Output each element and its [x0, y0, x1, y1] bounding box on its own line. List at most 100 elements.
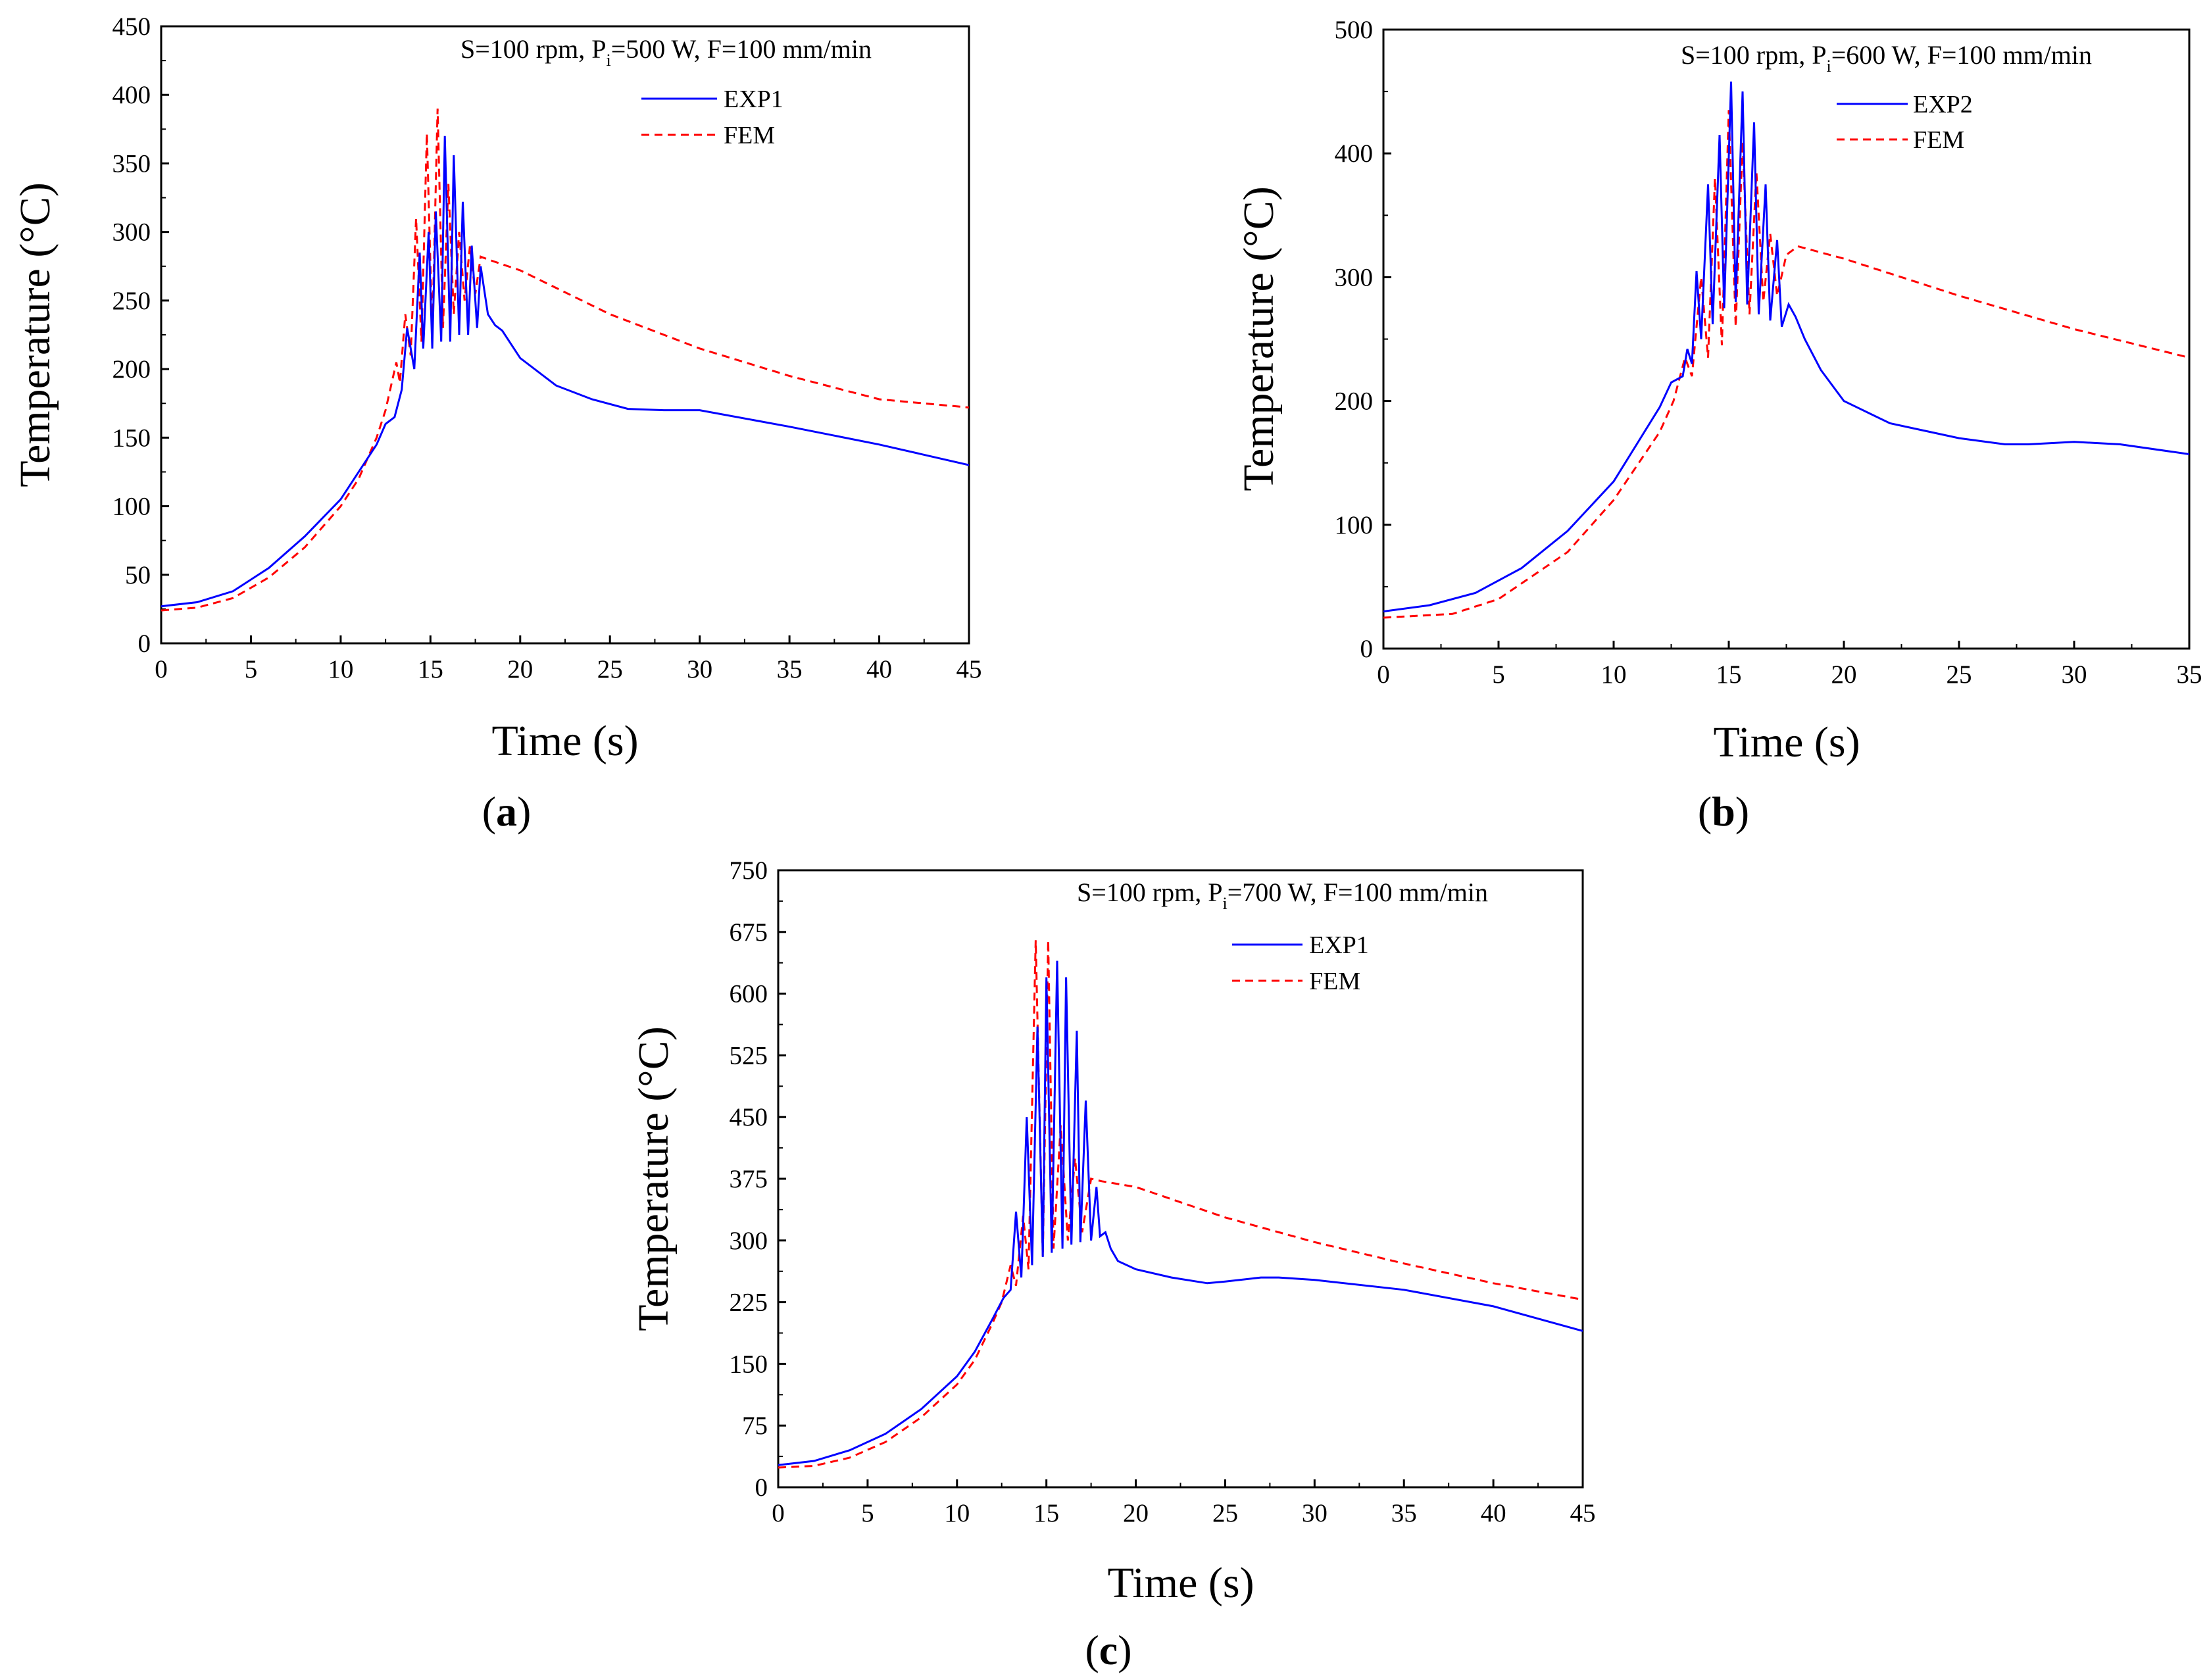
- x-axis-label: Time (s): [491, 717, 638, 765]
- x-axis-label: Time (s): [1713, 718, 1860, 766]
- series-line-fem: [161, 109, 969, 612]
- x-tick-labels: 0 5 10 15 20 25 30 35 40 45: [155, 655, 981, 683]
- condition-text: S=100 rpm, Pi=500 W, F=100 mm/min: [460, 34, 872, 70]
- series-line-exp1: [778, 960, 1583, 1466]
- y-tick-label: 375: [730, 1165, 768, 1193]
- x-tick-label: 5: [861, 1499, 874, 1527]
- x-tick-label: 0: [155, 655, 168, 683]
- legend-label-fem: FEM: [724, 122, 775, 149]
- x-tick-label: 10: [328, 655, 353, 683]
- x-tick-label: 10: [944, 1499, 970, 1527]
- x-tick-label: 20: [1831, 660, 1857, 689]
- plot-frame: [160, 25, 970, 645]
- tick-marks: [1382, 28, 2191, 650]
- y-tick-labels: 0 75 150 225 300 375 450 525 600 675 750: [730, 856, 768, 1502]
- y-tick-label: 450: [730, 1103, 768, 1131]
- x-tick-label: 35: [1391, 1499, 1417, 1527]
- x-tick-label: 5: [245, 655, 258, 683]
- x-tick-label: 10: [1601, 660, 1627, 689]
- y-tick-label: 0: [138, 630, 151, 658]
- legend: EXP1 FEM: [1232, 931, 1369, 995]
- x-tick-label: 0: [1377, 660, 1390, 689]
- x-tick-label: 30: [2062, 660, 2087, 689]
- legend: EXP2 FEM: [1837, 91, 1973, 154]
- panel-label-a: (a): [482, 788, 532, 835]
- x-tick-label: 35: [2177, 660, 2202, 689]
- x-tick-label: 35: [777, 655, 803, 683]
- panel-b: 0 100 200 300 400 500 0 5 10 15 20 25 30 35 S=100 rp…: [1235, 16, 2202, 835]
- y-tick-label: 100: [1335, 511, 1374, 539]
- y-axis-label: Temperature (°C): [630, 1026, 678, 1331]
- condition-text: S=100 rpm, Pi=700 W, F=100 mm/min: [1077, 877, 1488, 913]
- series-line-exp2: [1383, 81, 2189, 612]
- y-tick-label: 150: [730, 1350, 768, 1378]
- tick-marks: [160, 25, 970, 645]
- legend-label-fem: FEM: [1309, 968, 1360, 995]
- y-tick-label: 600: [730, 980, 768, 1008]
- y-axis-label: Temperature (°C): [11, 182, 59, 487]
- y-tick-label: 200: [1335, 387, 1374, 416]
- legend-label-fem: FEM: [1913, 126, 1964, 154]
- x-tick-label: 15: [418, 655, 443, 683]
- x-tick-label: 5: [1492, 660, 1505, 689]
- y-tick-label: 525: [730, 1041, 768, 1070]
- y-tick-label: 500: [1335, 16, 1374, 44]
- y-tick-label: 75: [742, 1412, 768, 1440]
- y-tick-label: 450: [112, 12, 151, 41]
- y-tick-label: 0: [755, 1473, 768, 1502]
- y-tick-labels: 0 100 200 300 400 500: [1335, 16, 1374, 663]
- y-tick-label: 400: [112, 81, 151, 109]
- series-lines: [161, 109, 969, 612]
- x-tick-label: 45: [956, 655, 982, 683]
- x-tick-label: 25: [1212, 1499, 1238, 1527]
- x-tick-label: 30: [687, 655, 712, 683]
- x-tick-labels: 0 5 10 15 20 25 30 35: [1377, 660, 2202, 689]
- series-lines: [1383, 81, 2189, 619]
- x-tick-label: 40: [866, 655, 892, 683]
- tick-marks: [777, 869, 1584, 1489]
- x-axis-label: Time (s): [1107, 1559, 1254, 1607]
- y-tick-label: 250: [112, 287, 151, 315]
- y-tick-label: 300: [730, 1227, 768, 1255]
- y-tick-label: 350: [112, 149, 151, 178]
- y-tick-label: 100: [112, 493, 151, 521]
- series-line-exp1: [161, 136, 969, 608]
- series-line-fem: [1383, 110, 2189, 619]
- y-tick-label: 50: [125, 561, 151, 589]
- plot-frame: [1382, 28, 2191, 650]
- x-tick-label: 0: [772, 1499, 785, 1527]
- y-tick-labels: 0 50 100 150 200 250 300 350 400 450: [112, 12, 151, 658]
- condition-text: S=100 rpm, Pi=600 W, F=100 mm/min: [1681, 40, 2092, 76]
- x-tick-label: 15: [1716, 660, 1742, 689]
- x-tick-label: 30: [1302, 1499, 1328, 1527]
- x-tick-label: 20: [507, 655, 533, 683]
- y-tick-label: 675: [730, 918, 768, 947]
- series-lines: [778, 940, 1583, 1469]
- y-axis-label: Temperature (°C): [1235, 186, 1283, 491]
- y-tick-label: 400: [1335, 139, 1374, 168]
- x-tick-label: 25: [1947, 660, 1972, 689]
- panel-label-c: (c): [1085, 1627, 1131, 1673]
- panel-label-b: (b): [1698, 788, 1749, 835]
- panel-a: 0 50 100 150 200 250 300 350 400 450 0 5 10 15 20 25 30…: [11, 12, 982, 835]
- y-tick-label: 750: [730, 856, 768, 885]
- x-tick-label: 45: [1570, 1499, 1596, 1527]
- legend: EXP1 FEM: [641, 86, 783, 149]
- x-tick-label: 15: [1033, 1499, 1059, 1527]
- plot-frame: [777, 869, 1584, 1489]
- series-line-fem: [778, 940, 1583, 1469]
- x-tick-label: 25: [597, 655, 623, 683]
- x-tick-label: 20: [1123, 1499, 1149, 1527]
- legend-label-exp1: EXP1: [1309, 931, 1369, 959]
- y-tick-label: 225: [730, 1289, 768, 1317]
- y-tick-label: 200: [112, 355, 151, 383]
- y-tick-label: 150: [112, 424, 151, 452]
- panel-c: 0 75 150 225 300 375 450 525 600 675 750 0 5 10 15 20 2…: [630, 856, 1596, 1673]
- x-tick-label: 40: [1481, 1499, 1506, 1527]
- y-tick-label: 300: [1335, 263, 1374, 291]
- x-tick-labels: 0 5 10 15 20 25 30 35 40 45: [772, 1499, 1595, 1527]
- legend-label-exp2: EXP2: [1913, 91, 1973, 118]
- y-tick-label: 300: [112, 218, 151, 247]
- y-tick-label: 0: [1360, 635, 1374, 663]
